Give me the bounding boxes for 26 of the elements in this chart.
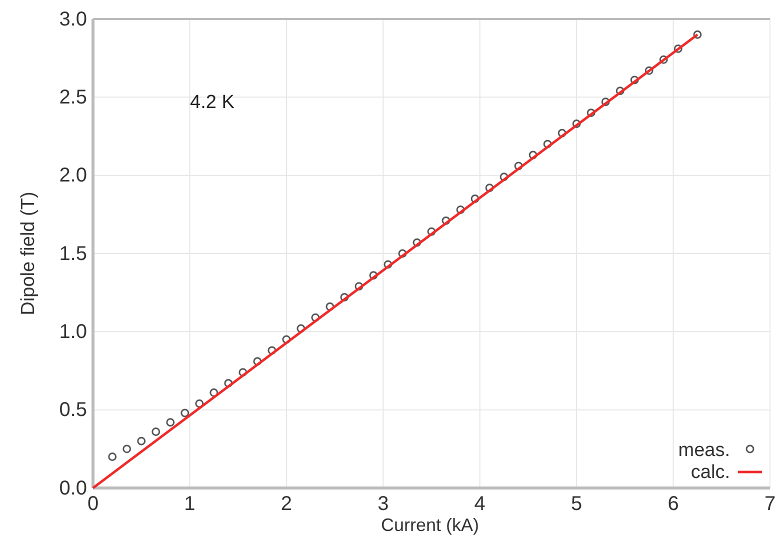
point xyxy=(122,444,132,454)
x-tick-label: 3 xyxy=(378,493,389,516)
point xyxy=(152,428,160,436)
point xyxy=(180,408,190,418)
y-tick-label: 1.5 xyxy=(59,242,87,265)
y-axis-title: Dipole field (T) xyxy=(18,192,39,316)
y-tick-label: 0.5 xyxy=(59,399,87,422)
x-tick-label: 1 xyxy=(184,493,196,516)
legend-label: calc. xyxy=(690,462,730,483)
y-tick-label: 2.5 xyxy=(59,86,87,109)
point xyxy=(137,436,146,446)
y-tick-label: 3.0 xyxy=(59,8,87,30)
legend-label: meas. xyxy=(678,440,730,461)
x-tick-label: 2 xyxy=(280,493,292,516)
x-tick-label: 5 xyxy=(571,493,582,516)
x-tick-label: 0 xyxy=(87,493,99,516)
annotation: 4.2 K xyxy=(190,92,235,113)
y-tick-label: 1.0 xyxy=(59,321,87,344)
y-tick-label: 0.0 xyxy=(59,477,87,500)
y-tick-label: 2.0 xyxy=(59,164,87,187)
x-axis-title: Current (kA) xyxy=(380,515,480,535)
x-tick-label: 6 xyxy=(668,493,679,516)
point xyxy=(108,452,117,461)
x-tick-label: 4 xyxy=(474,493,486,516)
point xyxy=(166,418,175,427)
x-tick-label: 7 xyxy=(764,493,776,516)
